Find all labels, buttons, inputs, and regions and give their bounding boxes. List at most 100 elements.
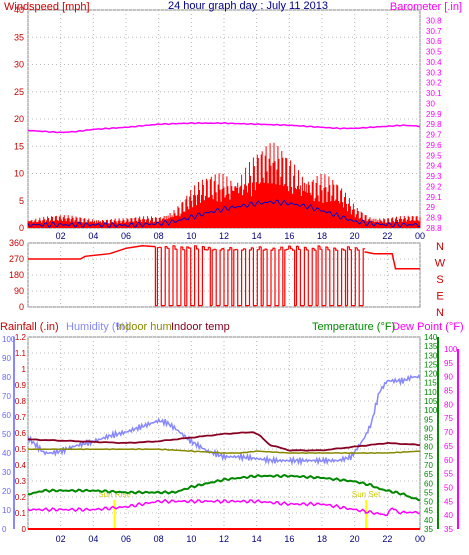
temp-y-tick: 125: [424, 360, 438, 369]
legend-humidity: Humidity (%): [66, 321, 129, 333]
sun-markers: Sun Rise Sun Set: [98, 490, 381, 529]
dewpoint-axis-label: Dew Point (°F): [392, 321, 464, 333]
rain-y-tick: 0.3: [15, 477, 27, 486]
temp-y-tick: 135: [424, 342, 438, 351]
baro-y-tick: 30.6: [426, 37, 442, 46]
temp-lines: [27, 374, 421, 530]
temp-y-ticks: 3540455055606570758085909510010511011512…: [424, 333, 439, 534]
dew-y-tick: 55: [444, 470, 453, 479]
temp-y-tick: 75: [424, 452, 433, 461]
humidity-y-tick: 0: [2, 525, 7, 534]
temp-y-tick: 60: [424, 479, 433, 488]
legend-indoor-temp: Indoor temp: [171, 321, 230, 333]
direction-y-ticks: 0 90 180 270 360: [9, 238, 24, 312]
direction-y-tick: 90: [14, 286, 24, 296]
rain-y-tick: 0.7: [15, 413, 27, 422]
temp-y-tick: 40: [424, 516, 433, 525]
temp-x-tick: 22: [382, 534, 392, 544]
temp-x-ticks: 02 04 06 08 10 12 14 16 18 20 22 00: [56, 534, 425, 544]
wind-y-tick: 30: [14, 60, 24, 70]
wind-y-tick: 10: [14, 169, 24, 179]
baro-y-tick: 30.7: [426, 27, 442, 36]
wind-x-tick: 00: [415, 231, 425, 241]
rainfall-axis-label: Rainfall (.in): [0, 321, 59, 333]
barometer-line: [27, 122, 420, 134]
direction-y-tick: 360: [9, 238, 24, 248]
rain-y-tick: 0: [22, 525, 27, 534]
wind-y-ticks: 0 5 10 15 20 25 30 35 40: [14, 5, 24, 233]
baro-y-tick: 29.2: [426, 182, 442, 191]
wind-x-tick: 14: [252, 231, 262, 241]
sun-marker-label: Sun Rise: [98, 490, 131, 499]
wind-x-tick: 02: [56, 231, 66, 241]
humidity-y-tick: 90: [2, 354, 11, 363]
wind-x-tick: 22: [382, 231, 392, 241]
temp-x-tick: 16: [284, 534, 294, 544]
temp-x-tick: 14: [252, 534, 262, 544]
windspeed-axis-label: Windspeed [mph]: [4, 1, 90, 13]
dew-y-tick: 90: [444, 373, 453, 382]
barometer-axis-label: Barometer [.in]: [390, 1, 462, 13]
dew-y-tick: 60: [444, 456, 453, 465]
rain-y-tick: 0.4: [15, 461, 27, 470]
temp-y-tick: 85: [424, 434, 433, 443]
wind-x-tick: 18: [317, 231, 327, 241]
wind-y-tick: 25: [14, 87, 24, 97]
baro-y-tick: 30.3: [426, 68, 442, 77]
sun-marker-label: Sun Set: [352, 490, 381, 499]
rain-y-tick: 0.6: [15, 429, 27, 438]
temp-y-tick: 130: [424, 351, 438, 360]
compass-label: W: [435, 258, 446, 270]
wind-y-tick: 15: [14, 141, 24, 151]
rain-y-tick: 1.2: [15, 333, 27, 342]
direction-line-evening: [364, 251, 420, 270]
baro-y-tick: 29.5: [426, 151, 442, 160]
baro-y-tick: 29: [426, 203, 435, 212]
temp-x-tick: 20: [350, 534, 360, 544]
wind-y-tick: 40: [14, 5, 24, 15]
wind-x-tick: 10: [186, 231, 196, 241]
wind-x-tick: 20: [350, 231, 360, 241]
wind-x-tick: 16: [284, 231, 294, 241]
direction-lines: [28, 244, 420, 307]
humidity-y-tick: 10: [2, 506, 11, 515]
wind-x-tick: 12: [219, 231, 229, 241]
direction-y-tick: 0: [19, 302, 24, 312]
dew-y-tick: 70: [444, 428, 453, 437]
baro-y-tick: 30.8: [426, 16, 442, 25]
direction-line-morning: [28, 244, 156, 260]
temp-x-tick: 04: [88, 534, 98, 544]
temp-x-tick: 00: [415, 534, 425, 544]
dew-y-tick: 75: [444, 414, 453, 423]
temp-y-tick: 70: [424, 461, 433, 470]
baro-y-tick: 29.9: [426, 110, 442, 119]
temp-y-tick: 65: [424, 470, 433, 479]
humidity-y-tick: 70: [2, 392, 11, 401]
temp-y-tick: 80: [424, 443, 433, 452]
rain-y-tick: 1: [22, 365, 27, 374]
humidity-y-tick: 30: [2, 468, 11, 477]
rain-y-tick: 1.1: [15, 349, 27, 358]
baro-y-tick: 29.7: [426, 131, 442, 140]
dew-y-tick: 35: [444, 525, 453, 534]
humidity-y-tick: 100: [2, 335, 16, 344]
baro-y-tick: 29.6: [426, 141, 442, 150]
dew-y-tick: 50: [444, 483, 453, 492]
temp-y-tick: 50: [424, 498, 433, 507]
temp-x-tick: 10: [186, 534, 196, 544]
rain-y-tick: 0.1: [15, 509, 27, 518]
indoor-humidity-line: [27, 448, 421, 455]
temp-y-tick: 45: [424, 507, 433, 516]
rain-y-tick: 0.5: [15, 445, 27, 454]
rain-y-ticks: 0 0.1 0.2 0.3 0.4 0.5 0.6 0.7 0.8 0.9 1 1.1 1.2: [15, 333, 27, 534]
humidity-y-tick: 40: [2, 449, 11, 458]
baro-y-tick: 30.1: [426, 89, 442, 98]
compass-label: S: [436, 274, 443, 286]
baro-y-tick: 28.8: [426, 224, 442, 233]
wind-y-tick: 0: [19, 223, 24, 233]
temp-x-tick: 06: [121, 534, 131, 544]
dew-y-tick: 100: [444, 345, 458, 354]
wind-x-ticks: 02 04 06 08 10 12 14 16 18 20 22 00: [56, 231, 425, 241]
